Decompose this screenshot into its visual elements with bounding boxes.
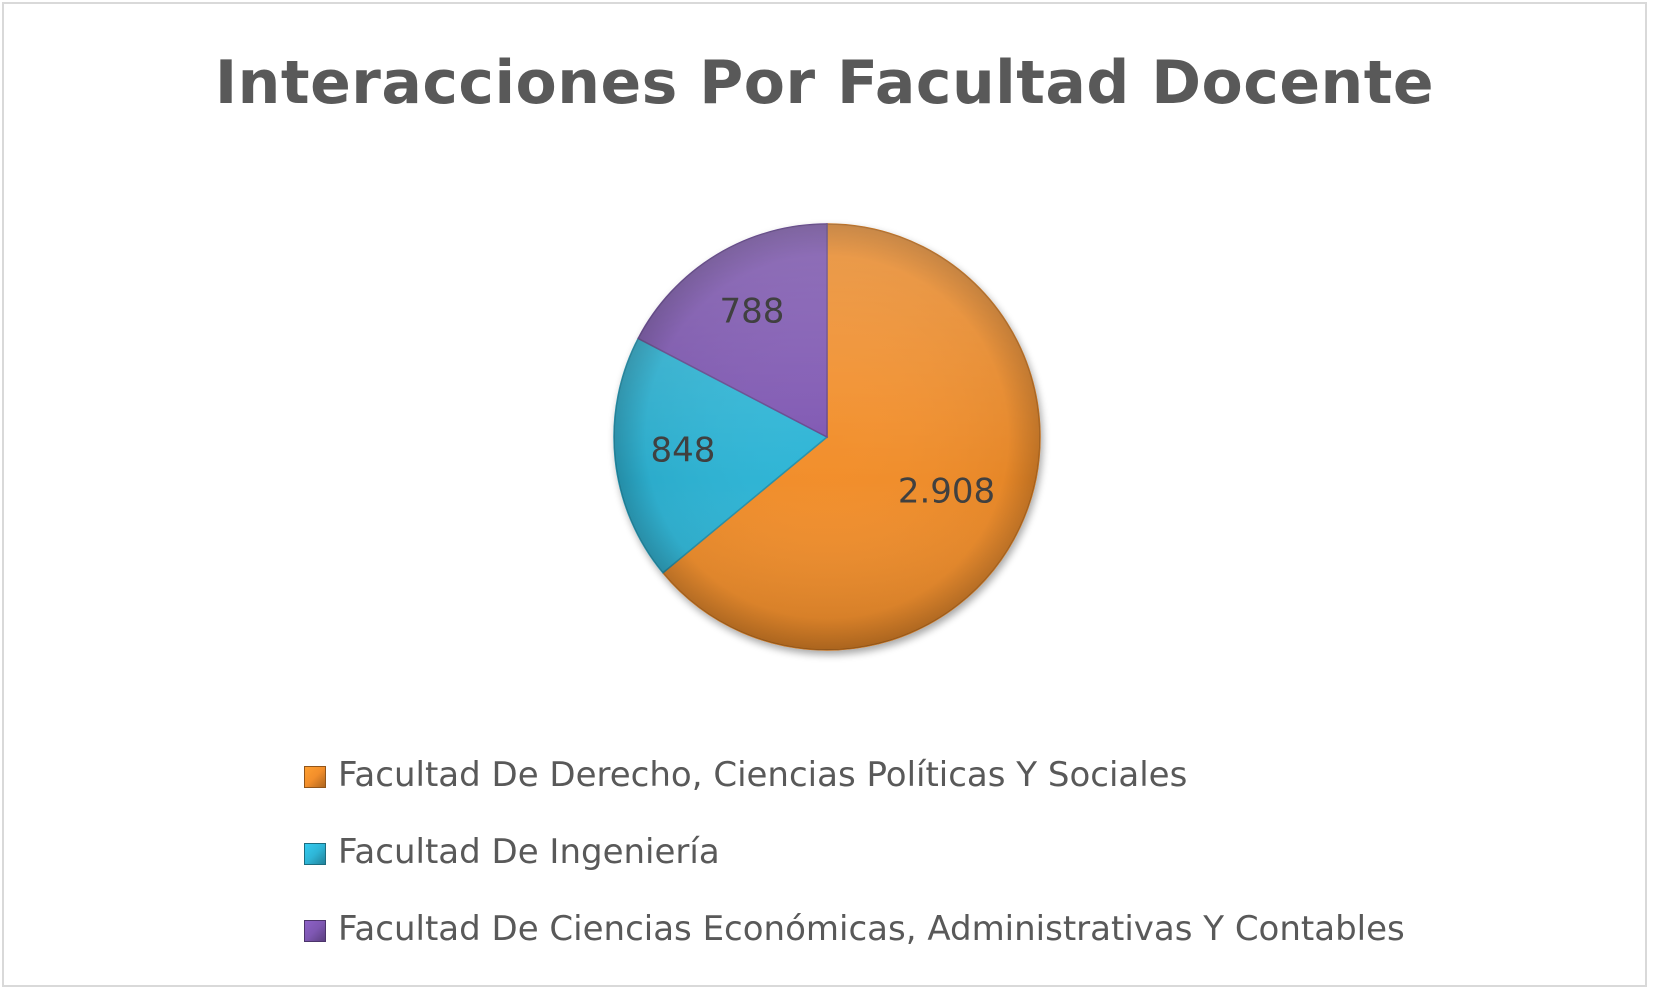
legend-item[interactable]: Facultad De Derecho, Ciencias Políticas … — [304, 752, 1405, 829]
data-label: 848 — [651, 431, 716, 471]
legend-item[interactable]: Facultad De Ciencias Económicas, Adminis… — [304, 906, 1405, 983]
legend-label: Facultad De Derecho, Ciencias Políticas … — [338, 752, 1187, 798]
data-label: 2.908 — [898, 472, 995, 512]
legend-label: Facultad De Ciencias Económicas, Adminis… — [338, 906, 1405, 952]
data-label: 788 — [719, 292, 784, 332]
legend-item[interactable]: Facultad De Ingeniería — [304, 829, 1405, 906]
legend-label: Facultad De Ingeniería — [338, 829, 720, 875]
legend-swatch — [304, 920, 326, 942]
legend-swatch — [304, 766, 326, 788]
legend-swatch — [304, 843, 326, 865]
chart-legend: Facultad De Derecho, Ciencias Políticas … — [304, 752, 1405, 983]
pie-chart: 2.908 848 788 — [4, 4, 1649, 704]
